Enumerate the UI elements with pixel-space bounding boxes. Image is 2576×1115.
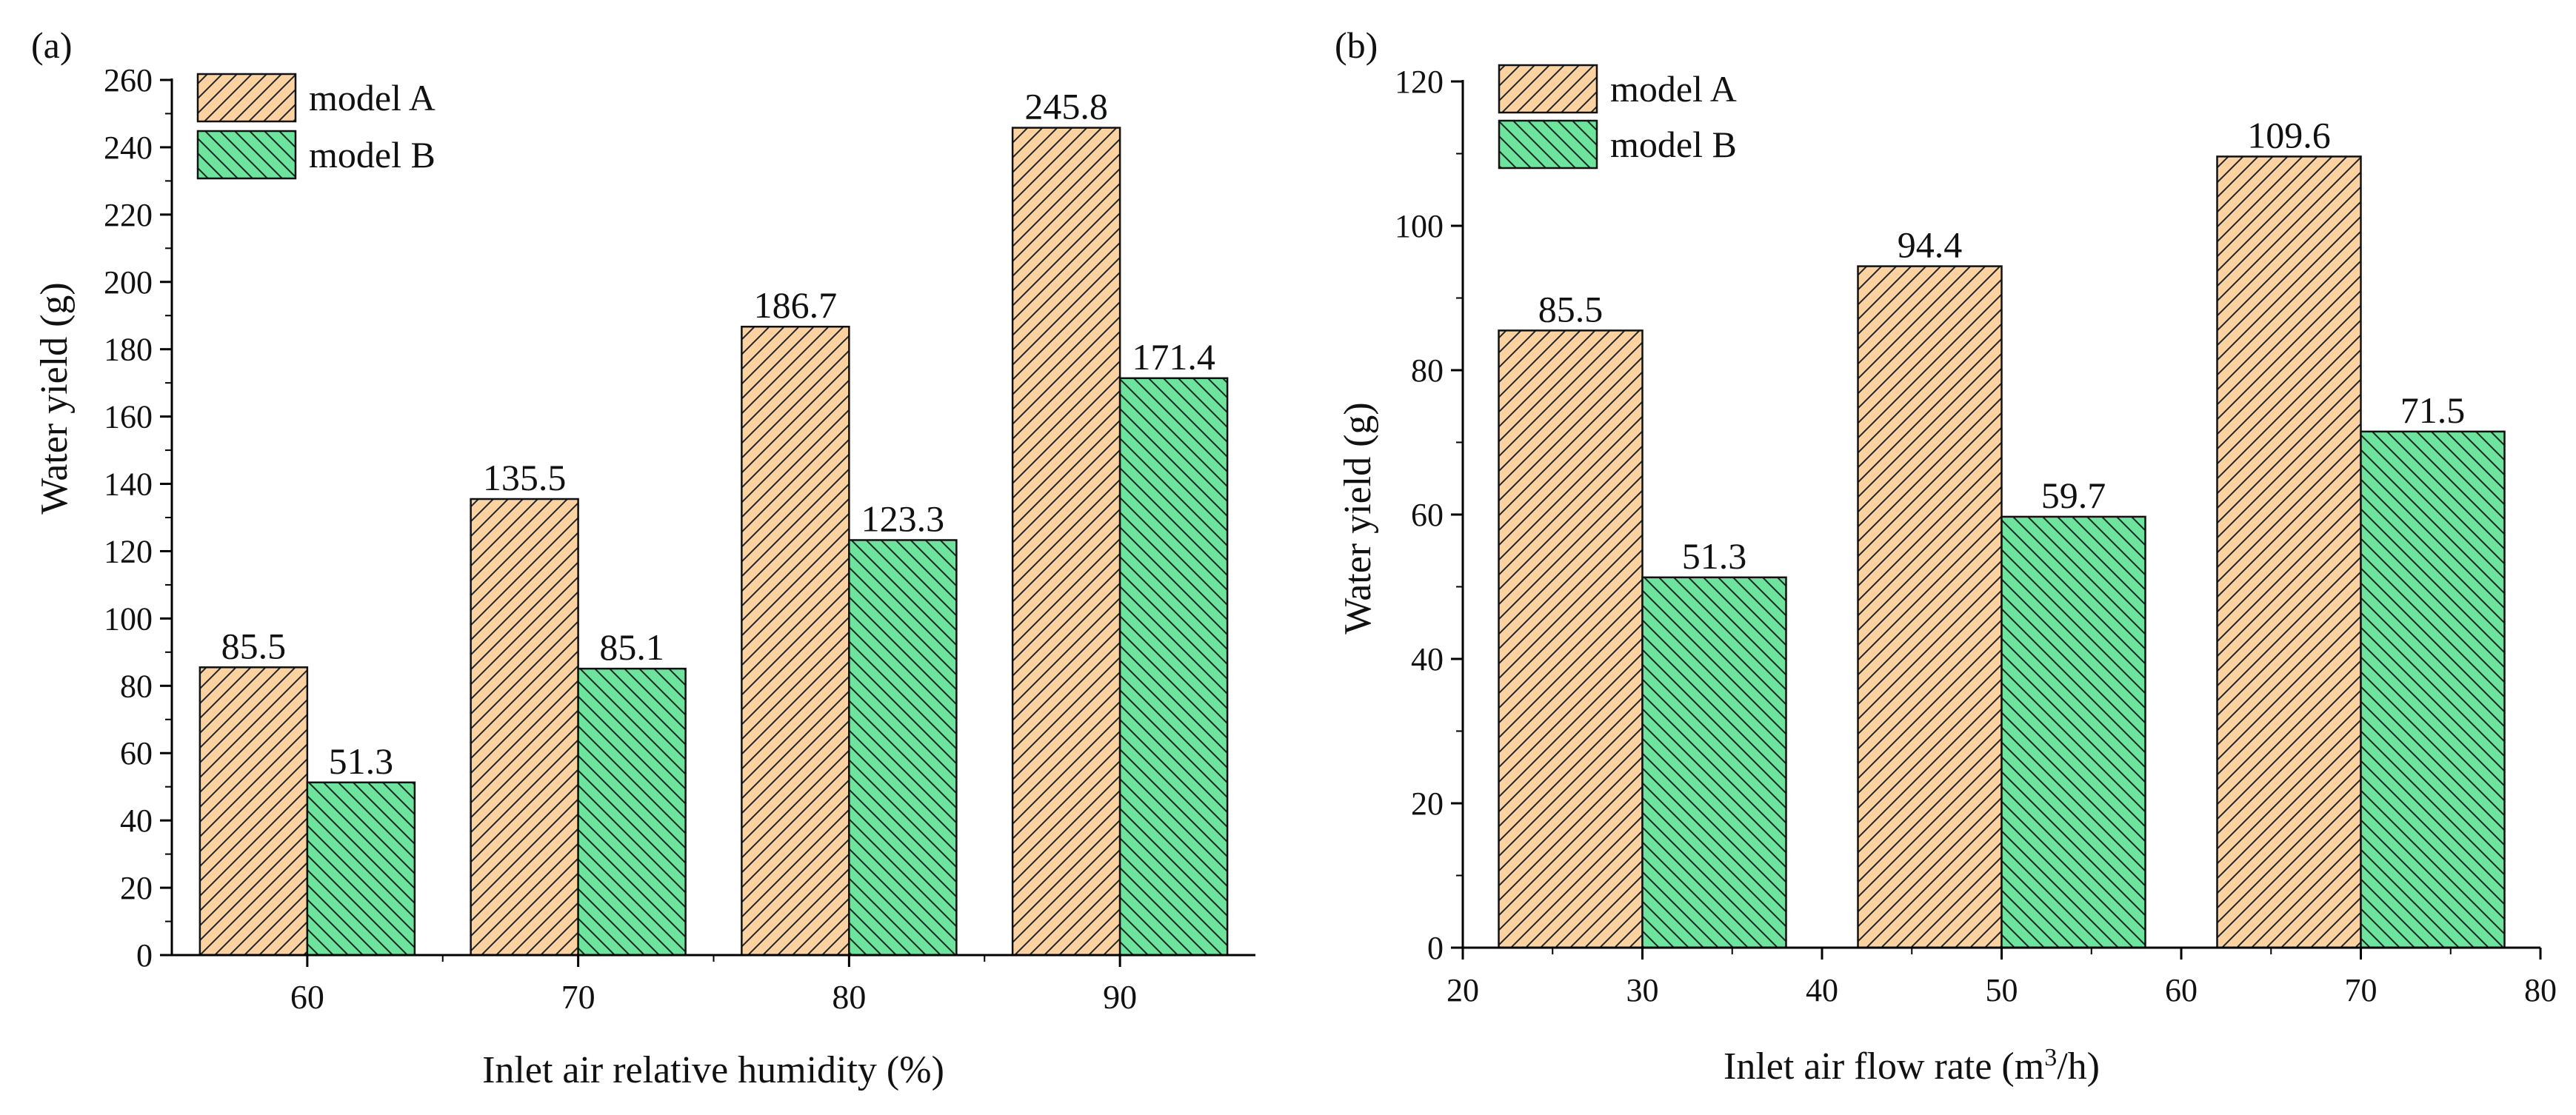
bar-model-b-70: [2360, 430, 2506, 949]
data-label: 245.8: [1024, 86, 1108, 127]
y-tick-label: 100: [104, 600, 153, 637]
y-tick-label: 60: [1411, 497, 1444, 533]
panel-a-label: (a): [31, 24, 73, 66]
x-tick-label: 60: [290, 978, 324, 1016]
data-label: 85.1: [599, 626, 664, 668]
panel-a-x-axis-title: Inlet air relative humidity (%): [482, 1049, 944, 1091]
y-tick-label: 0: [136, 937, 153, 974]
y-tick-label: 220: [104, 197, 153, 233]
legend-swatch-model-a: [196, 73, 297, 123]
y-tick-label: 40: [120, 803, 153, 839]
y-tick-label: 140: [104, 466, 153, 503]
y-tick-label: 260: [104, 62, 153, 98]
data-label: 51.3: [329, 740, 394, 782]
panel-b-x-axis-title: Inlet air flow rate (m3/h): [1724, 1044, 2100, 1088]
legend-swatch-model-a: [1498, 64, 1598, 114]
legend-label-model-a: model A: [1610, 68, 1737, 110]
bar-model-a-90: [1011, 127, 1121, 957]
y-tick-label: 80: [1411, 352, 1444, 389]
x-tick-label: 80: [2524, 972, 2557, 1008]
bar-model-a-30: [1498, 329, 1644, 949]
bar-model-a-50: [1857, 265, 2003, 949]
data-label: 94.4: [1898, 224, 1963, 266]
y-tick-label: 160: [104, 399, 153, 435]
bar-model-a-70: [470, 498, 579, 957]
panel-b-legend: model A model B: [1498, 64, 1737, 170]
bar-model-b-30: [1641, 576, 1787, 949]
y-tick-label: 20: [1411, 786, 1444, 822]
bar-model-b-60: [306, 781, 416, 957]
data-label: 59.7: [2041, 475, 2106, 516]
x-tick-label: 80: [832, 978, 866, 1016]
panel-a-y-axis-title: Water yield (g): [33, 282, 76, 514]
legend-swatch-model-b: [1498, 119, 1598, 170]
legend-swatch-model-b: [196, 130, 297, 180]
x-tick-label: 40: [1806, 972, 1838, 1008]
legend-label-model-b: model B: [309, 134, 436, 175]
x-tick-label: 20: [1447, 972, 1479, 1008]
data-label: 85.5: [1538, 288, 1604, 329]
x-tick-label: 60: [2165, 972, 2198, 1008]
y-tick-label: 240: [104, 130, 153, 166]
bar-model-b-50: [2001, 515, 2146, 949]
y-tick-label: 120: [104, 533, 153, 569]
panel-b-label: (b): [1335, 24, 1378, 66]
y-tick-label: 20: [120, 870, 153, 906]
x-tick-label: 30: [1626, 972, 1659, 1008]
data-label: 171.4: [1132, 336, 1215, 378]
x-tick-label: 70: [2345, 972, 2378, 1008]
y-tick-label: 100: [1395, 208, 1444, 244]
bar-model-a-80: [741, 325, 850, 957]
bar-model-b-90: [1118, 377, 1229, 957]
data-label: 135.5: [483, 457, 567, 498]
panel-a-legend: model A model B: [196, 73, 436, 180]
panel-b-y-axis-title: Water yield (g): [1337, 402, 1379, 634]
x-tick-label: 90: [1103, 978, 1137, 1016]
y-tick-label: 60: [120, 735, 153, 771]
bar-model-a-70: [2216, 155, 2362, 949]
legend-label-model-b: model B: [1610, 124, 1737, 165]
legend-label-model-a: model A: [309, 77, 436, 118]
x-tick-label: 70: [561, 978, 595, 1016]
data-label: 123.3: [861, 498, 945, 539]
y-tick-label: 180: [104, 332, 153, 368]
bar-model-b-70: [577, 667, 687, 957]
bar-model-a-60: [198, 666, 309, 957]
data-label: 71.5: [2400, 389, 2466, 431]
y-tick-label: 120: [1395, 64, 1444, 100]
panel-a: (a) Water yield (g) Inlet air relative h…: [31, 24, 1255, 1091]
bar-model-b-80: [848, 539, 958, 957]
data-label: 109.6: [2247, 114, 2331, 155]
data-label: 186.7: [754, 284, 838, 326]
data-label: 85.5: [221, 625, 287, 666]
y-tick-label: 80: [120, 668, 153, 704]
data-label: 51.3: [1682, 535, 1747, 577]
y-tick-label: 200: [104, 264, 153, 301]
panel-b: (b) Water yield (g) Inlet air flow rate …: [1335, 24, 2557, 1088]
y-tick-label: 0: [1427, 930, 1444, 966]
x-tick-label: 50: [1986, 972, 2018, 1008]
y-tick-label: 40: [1411, 641, 1444, 677]
